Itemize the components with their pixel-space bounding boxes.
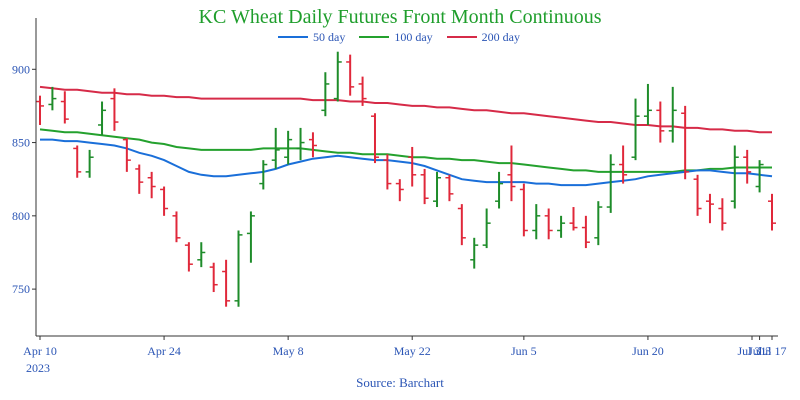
ohlc-bar	[544, 208, 553, 240]
ohlc-bar	[718, 198, 727, 231]
ohlc-bar	[259, 160, 268, 190]
legend-swatch-50-day	[278, 36, 308, 38]
ohlc-bar	[755, 160, 764, 193]
ohlc-bar	[557, 215, 566, 238]
legend-label-100-day: 100 day	[394, 29, 433, 44]
ohlc-bar	[408, 146, 417, 187]
ohlc-bar	[271, 127, 280, 169]
ohlc-bar	[619, 145, 628, 184]
ohlc-bar	[246, 211, 255, 263]
ohlc-bar	[98, 101, 107, 136]
x-tick-label: May 8	[273, 344, 304, 358]
ohlc-bar	[730, 145, 739, 209]
y-tick-label: 900	[12, 62, 30, 76]
ohlc-bar	[681, 105, 690, 180]
ohlc-bar	[383, 154, 392, 190]
ohlc-bar	[333, 51, 342, 102]
legend-swatch-200-day	[446, 36, 477, 38]
axes: 750 800 850 900 Apr 10 Apr 24 May 8 May 22 Jun 5…	[12, 18, 787, 358]
x-axis-year-label: 2023	[26, 361, 50, 375]
source-label: Source: Barchart	[356, 375, 444, 390]
ohlc-bar	[705, 193, 714, 224]
ohlc-bar	[470, 237, 479, 269]
x-tick-label: Apr 10	[23, 344, 57, 358]
ohlc-bar	[160, 186, 169, 216]
ohlc-bar	[172, 211, 181, 243]
ma-200-day-line	[39, 85, 772, 134]
ohlc-bar	[656, 101, 665, 143]
ohlc-bar	[668, 86, 677, 143]
ohlc-bar	[346, 54, 355, 96]
ohlc-bar	[60, 91, 69, 124]
ohlc-bar	[110, 88, 119, 131]
ohlc-bar	[48, 86, 57, 111]
ohlc-bar	[222, 259, 231, 307]
ma-50-day-line	[40, 138, 773, 187]
chart-title: KC Wheat Daily Futures Front Month Conti…	[198, 6, 602, 28]
ohlc-bar	[395, 179, 404, 202]
legend-swatch-100-day	[359, 36, 390, 38]
ohlc-bar	[420, 168, 429, 205]
y-tick-label: 750	[12, 282, 30, 296]
plot-area	[36, 51, 776, 307]
ohlc-bar	[209, 262, 218, 293]
y-tick-label: 800	[12, 209, 30, 223]
x-tick-label: Jul 31	[737, 344, 766, 358]
x-tick-label: May 22	[394, 344, 431, 358]
ohlc-bar	[631, 98, 640, 161]
ohlc-bar	[693, 174, 702, 216]
x-tick-label: Apr 24	[147, 344, 181, 358]
ohlc-bar	[532, 204, 541, 240]
ohlc-bar	[370, 113, 379, 164]
y-tick-label: 850	[12, 136, 30, 150]
ohlc-bar	[519, 183, 528, 237]
ohlc-bar	[85, 149, 94, 178]
ohlc-bar	[122, 138, 131, 172]
ohlc-bar	[445, 174, 454, 202]
ohlc-bar	[321, 72, 330, 117]
ohlc-bar	[135, 164, 144, 194]
ohlc-bar	[197, 242, 206, 268]
ohlc-bar	[569, 207, 578, 231]
legend-entry-200-day[interactable]: 200 day	[446, 29, 520, 45]
ohlc-bar	[643, 83, 652, 125]
ohlc-bar	[147, 171, 156, 199]
ohlc-bar	[308, 132, 317, 158]
ohlc-bar	[284, 130, 293, 165]
legend: 50 day 100 day 200 day	[278, 28, 534, 46]
ohlc-bar	[457, 204, 466, 246]
ohlc-bar	[507, 145, 516, 202]
ma-100-day-line	[39, 128, 772, 173]
ohlc-bar	[743, 149, 752, 184]
legend-label-50-day: 50 day	[313, 29, 346, 44]
legend-entry-100-day[interactable]: 100 day	[359, 29, 433, 45]
ohlc-bar	[296, 127, 305, 161]
ohlc-bar	[768, 193, 776, 231]
x-tick-label: Jul 17	[757, 344, 786, 358]
ohlc-bar	[606, 154, 615, 213]
x-tick-label: Jun 5	[511, 344, 537, 358]
ohlc-bar	[594, 201, 603, 246]
ohlc-bar	[36, 95, 44, 125]
ohlc-bar	[73, 145, 82, 178]
x-tick-label: Jul 3	[748, 344, 771, 358]
ohlc-bar	[581, 215, 590, 249]
legend-label-200-day: 200 day	[481, 29, 520, 44]
ohlc-bar	[358, 76, 367, 106]
ohlc-bar	[433, 171, 442, 208]
ohlc-bar	[482, 208, 491, 249]
legend-entry-50-day[interactable]: 50 day	[278, 30, 345, 45]
ohlc-bar	[495, 171, 504, 209]
ohlc-bar	[184, 242, 193, 272]
x-tick-label: Jun 20	[632, 344, 664, 358]
ohlc-bar	[234, 230, 243, 307]
